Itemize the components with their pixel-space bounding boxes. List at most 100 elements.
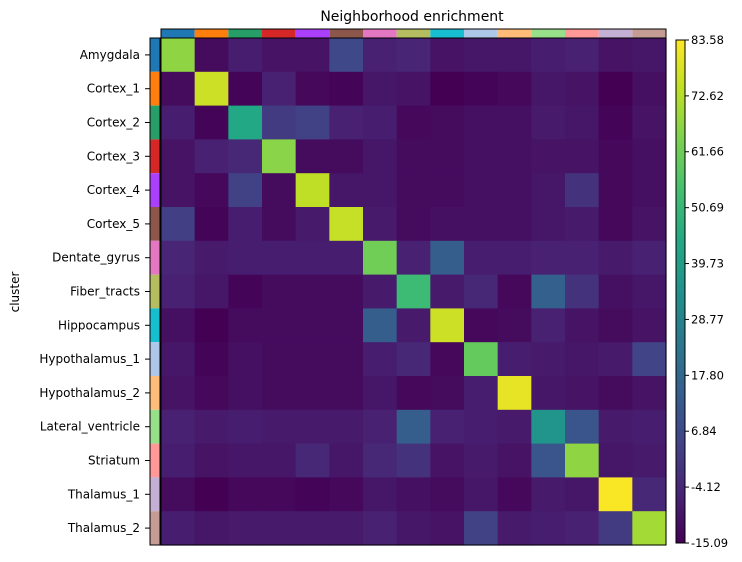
column-color-block bbox=[565, 29, 599, 38]
heatmap-cell bbox=[430, 240, 465, 276]
heatmap-cell bbox=[329, 477, 364, 512]
heatmap-cell bbox=[396, 38, 431, 73]
heatmap-cell bbox=[295, 274, 330, 309]
heatmap-cell bbox=[464, 274, 499, 309]
heatmap-cell bbox=[632, 71, 667, 107]
heatmap-cell bbox=[329, 173, 364, 208]
heatmap-cell bbox=[464, 38, 499, 73]
row-tick-label: Hippocampus bbox=[58, 318, 140, 332]
heatmap-cell bbox=[396, 376, 431, 411]
heatmap-cell bbox=[497, 443, 532, 478]
row-color-block bbox=[150, 240, 160, 275]
heatmap-cell bbox=[329, 139, 364, 174]
heatmap-cell bbox=[497, 173, 532, 208]
heatmap-cell bbox=[497, 308, 532, 343]
heatmap-cell bbox=[497, 342, 532, 377]
column-color-block bbox=[430, 29, 464, 38]
heatmap-cell bbox=[430, 477, 465, 512]
heatmap-cell bbox=[632, 274, 667, 309]
row-tick-label: Hypothalamus_2 bbox=[39, 386, 140, 400]
column-color-block bbox=[363, 29, 397, 38]
heatmap-cell bbox=[228, 38, 263, 73]
heatmap-cell bbox=[565, 71, 600, 107]
heatmap-cell bbox=[295, 173, 330, 208]
heatmap-cell bbox=[194, 240, 229, 276]
heatmap-cell bbox=[497, 511, 532, 546]
heatmap-cell bbox=[194, 207, 229, 242]
row-tick-label: Striatum bbox=[88, 454, 140, 468]
heatmap-cell bbox=[497, 38, 532, 73]
heatmap-cell bbox=[531, 173, 566, 208]
heatmap-cell bbox=[262, 71, 297, 107]
row-tick-label: Thalamus_2 bbox=[67, 521, 140, 535]
row-color-block bbox=[150, 342, 160, 376]
heatmap-cell bbox=[262, 240, 297, 276]
heatmap-cell bbox=[497, 376, 532, 411]
heatmap-cell bbox=[194, 38, 229, 73]
column-color-block bbox=[161, 29, 195, 38]
heatmap-cell bbox=[363, 409, 398, 445]
row-color-block bbox=[150, 477, 160, 512]
heatmap-cell bbox=[531, 105, 566, 140]
heatmap-cell bbox=[464, 511, 499, 546]
row-tick-label: Cortex_2 bbox=[87, 116, 140, 130]
heatmap-cell bbox=[632, 308, 667, 343]
colorbar-tick-labels: 83.58 72.62 61.66 50.69 39.73 28.77 17.80 6.84 -… bbox=[685, 33, 728, 550]
heatmap-cell bbox=[161, 105, 196, 140]
heatmap-cell bbox=[396, 443, 431, 478]
heatmap-cell bbox=[565, 511, 600, 546]
heatmap-cell bbox=[194, 477, 229, 512]
heatmap-cell bbox=[464, 105, 499, 140]
heatmap-cell bbox=[565, 139, 600, 174]
column-color-block bbox=[262, 29, 296, 38]
colorbar-tick-label: 17.80 bbox=[691, 368, 724, 382]
heatmap-cell bbox=[329, 240, 364, 276]
heatmap-cell bbox=[396, 274, 431, 309]
heatmap-cell bbox=[598, 443, 633, 478]
row-tick-labels: Amygdala Cortex_1 Cortex_2 Cortex_3 Cortex_4… bbox=[39, 48, 150, 535]
heatmap-cell bbox=[531, 139, 566, 174]
heatmap-cell bbox=[430, 443, 465, 478]
heatmap-cell bbox=[194, 139, 229, 174]
heatmap-cell bbox=[329, 308, 364, 343]
heatmap-cell bbox=[430, 376, 465, 411]
heatmap-cell bbox=[464, 139, 499, 174]
heatmap-cell bbox=[262, 308, 297, 343]
heatmap-cell bbox=[396, 207, 431, 242]
heatmap-cell bbox=[262, 376, 297, 411]
column-color-block bbox=[194, 29, 229, 38]
row-tick-label: Amygdala bbox=[80, 48, 140, 62]
heatmap-cell bbox=[531, 240, 566, 276]
heatmap-cell bbox=[632, 105, 667, 140]
heatmap-cell bbox=[262, 477, 297, 512]
heatmap-cell bbox=[632, 173, 667, 208]
chart-title: Neighborhood enrichment bbox=[320, 9, 504, 25]
heatmap-cell bbox=[194, 342, 229, 377]
column-color-block bbox=[531, 29, 565, 38]
row-color-block bbox=[150, 274, 160, 309]
heatmap-cell bbox=[228, 105, 263, 140]
heatmap-cell bbox=[598, 139, 633, 174]
heatmap-cell bbox=[295, 38, 330, 73]
heatmap-cell bbox=[161, 207, 196, 242]
heatmap-cell bbox=[363, 342, 398, 377]
heatmap-cell bbox=[632, 207, 667, 242]
heatmap-cell bbox=[430, 207, 465, 242]
heatmap-cell bbox=[262, 173, 297, 208]
heatmap-cell bbox=[598, 477, 633, 512]
heatmap-cell bbox=[295, 308, 330, 343]
colorbar-tick-label: 61.66 bbox=[691, 145, 724, 159]
heatmap-cell bbox=[598, 71, 633, 107]
heatmap-cell bbox=[632, 139, 667, 174]
heatmap-cell bbox=[194, 308, 229, 343]
heatmap-cell bbox=[194, 274, 229, 309]
heatmap-cell bbox=[396, 477, 431, 512]
heatmap-cell bbox=[363, 511, 398, 546]
heatmap-cell bbox=[295, 409, 330, 445]
heatmap-cell bbox=[363, 71, 398, 107]
heatmap-cell bbox=[598, 409, 633, 445]
heatmap-cell bbox=[295, 511, 330, 546]
heatmap-cell bbox=[363, 308, 398, 343]
heatmap-cell bbox=[363, 38, 398, 73]
